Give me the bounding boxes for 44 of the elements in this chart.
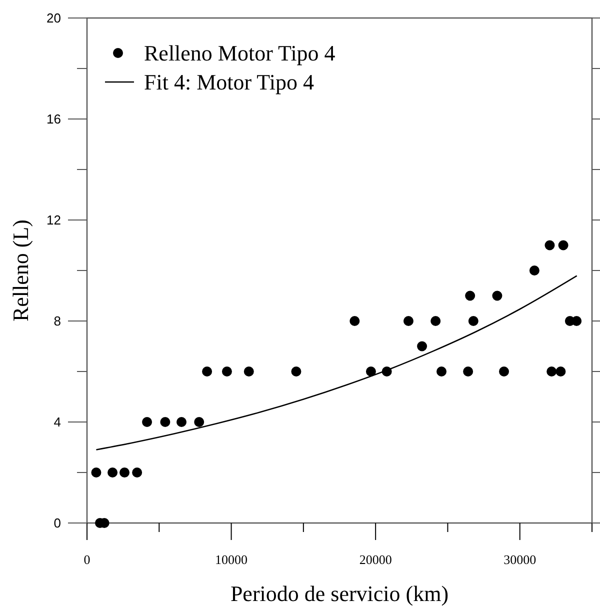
point <box>132 468 142 478</box>
point <box>556 366 566 376</box>
y-tick-label: 0 <box>54 516 61 531</box>
legend-label: Relleno Motor Tipo 4 <box>144 40 336 66</box>
x-axis-title: Periodo de servicio (km) <box>230 581 449 606</box>
legend-label: Fit 4: Motor Tipo 4 <box>144 70 314 95</box>
point <box>194 417 204 427</box>
point <box>142 417 152 427</box>
y-tick-label: 12 <box>46 212 61 228</box>
x-tick-label: 20000 <box>359 552 392 567</box>
point <box>176 417 187 427</box>
point <box>366 366 376 376</box>
point <box>546 366 557 376</box>
point <box>572 316 582 326</box>
y-tick-label: 16 <box>46 112 61 127</box>
point <box>222 366 232 376</box>
y-tick-label: 4 <box>54 414 61 430</box>
line-series <box>96 275 578 450</box>
y-tick-label: 8 <box>54 314 61 329</box>
point <box>558 240 568 250</box>
point <box>544 240 555 250</box>
point <box>463 366 474 376</box>
point <box>91 468 102 478</box>
point <box>430 316 441 326</box>
x-tick-label: 10000 <box>215 552 248 567</box>
point <box>120 468 130 478</box>
y-axis-title: Relleno (L) <box>8 219 33 322</box>
point <box>498 366 509 376</box>
x-tick-label: 30000 <box>504 552 536 567</box>
point <box>417 341 428 352</box>
point <box>468 316 478 326</box>
point <box>465 290 476 301</box>
point <box>291 366 302 376</box>
x-tick-label: 0 <box>84 552 90 567</box>
point <box>403 316 414 326</box>
point <box>492 290 502 301</box>
point <box>108 468 118 478</box>
point <box>436 366 447 376</box>
point <box>160 417 170 427</box>
point <box>350 316 360 326</box>
point <box>202 366 212 376</box>
point <box>529 266 540 276</box>
point <box>244 366 254 376</box>
y-tick-label: 20 <box>46 10 61 26</box>
